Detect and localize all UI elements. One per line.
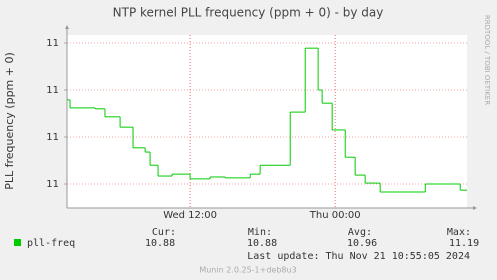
axis-arrow: [65, 25, 69, 29]
stat-label: Cur:: [152, 227, 176, 238]
y-tick-label: 11: [46, 132, 59, 143]
stat-label: Min:: [248, 227, 272, 238]
chart-title: NTP kernel PLL frequency (ppm + 0) - by …: [113, 6, 384, 20]
y-tick-label: 11: [46, 179, 59, 190]
last-update: Last update: Thu Nov 21 10:55:05 2024: [247, 251, 470, 262]
legend-swatch: [14, 239, 21, 246]
stat-label: Max:: [447, 227, 471, 238]
side-label: RRDTOOL / TOBI OETIKER: [483, 15, 491, 105]
stat-value: 10.96: [347, 238, 377, 249]
axis-arrow: [473, 206, 477, 210]
plot-area: [67, 35, 467, 208]
stat-label: Avg:: [348, 227, 372, 238]
legend-label: pll-freq: [27, 238, 75, 249]
y-axis-label: PLL frequency (ppm + 0): [3, 52, 16, 190]
x-tick-label: Thu 00:00: [309, 210, 361, 221]
footer: Munin 2.0.25-1+deb8u3: [199, 266, 296, 275]
y-tick-label: 11: [46, 85, 59, 96]
x-tick-label: Wed 12:00: [163, 210, 217, 221]
stat-value: 10.88: [145, 238, 175, 249]
y-tick-label: 11: [46, 38, 59, 49]
stat-value: 11.19: [449, 238, 479, 249]
stat-value: 10.88: [247, 238, 277, 249]
